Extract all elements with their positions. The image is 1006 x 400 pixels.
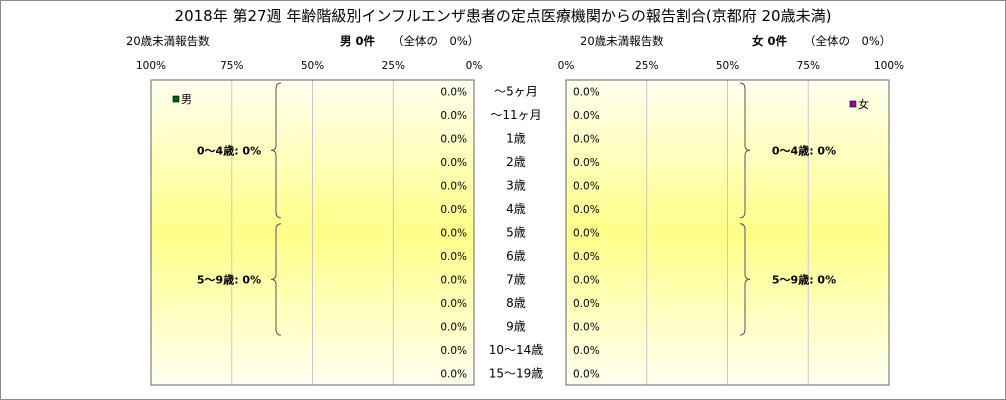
age-category-label: 2歳 xyxy=(506,155,526,169)
male-axis-tick-label: 50% xyxy=(301,60,324,72)
age-category-label: 9歳 xyxy=(506,319,526,333)
age-category-label: 6歳 xyxy=(506,249,526,263)
male-plot-border xyxy=(150,79,475,386)
female-value-label: 0.0% xyxy=(573,228,600,240)
right-caption: 20歳未満報告数 xyxy=(580,34,664,48)
male-age-group-brace xyxy=(270,82,282,219)
male-age-group-label: 0～4歳: 0% xyxy=(197,143,261,157)
age-category-label: 10～14歳 xyxy=(489,343,544,357)
male-age-group-brace xyxy=(270,223,282,336)
male-value-label: 0.0% xyxy=(440,204,467,216)
age-category-label: 1歳 xyxy=(506,132,526,146)
right-sex-count: 女 0件 xyxy=(752,34,788,48)
female-age-group-brace xyxy=(739,223,751,336)
chart-title: 2018年 第27週 年齢階級別インフルエンザ患者の定点医療機関からの報告割合(… xyxy=(175,7,832,25)
male-axis-tick-label: 100% xyxy=(136,60,166,72)
male-value-label: 0.0% xyxy=(440,298,467,310)
male-legend-swatch xyxy=(172,95,180,103)
female-axis-tick-label: 50% xyxy=(716,60,739,72)
female-value-label: 0.0% xyxy=(573,134,600,146)
female-value-label: 0.0% xyxy=(573,321,600,333)
female-value-label: 0.0% xyxy=(573,181,600,193)
female-age-group-label: 0～4歳: 0% xyxy=(772,143,836,157)
male-value-label: 0.0% xyxy=(440,251,467,263)
female-legend-label: 女 xyxy=(858,97,869,111)
male-value-label: 0.0% xyxy=(440,228,467,240)
age-category-label: 15～19歳 xyxy=(489,366,544,380)
age-groups: 0～4歳: 0% 0～4歳: 0% 5～9歳: 0% 5～9歳: 0% xyxy=(197,82,836,336)
female-axis-tick-label: 25% xyxy=(635,60,658,72)
age-labels: ～5ヶ月 ～11ヶ月 1歳 2歳 3歳 4歳 5歳 6歳 7歳 8歳 9歳 10～14歳 15～19歳 xyxy=(489,85,544,381)
female-value-label: 0.0% xyxy=(573,204,600,216)
male-value-label: 0.0% xyxy=(440,345,467,357)
male-value-label: 0.0% xyxy=(440,368,467,380)
left-sex-count: 男 0件 xyxy=(340,34,376,48)
male-legend-label: 男 xyxy=(181,93,192,106)
male-axis-tick-label: 0% xyxy=(466,60,483,72)
male-value-label: 0.0% xyxy=(440,110,467,122)
grid-lines xyxy=(231,80,809,385)
male-value-label: 0.0% xyxy=(440,181,467,193)
female-value-label: 0.0% xyxy=(573,345,600,357)
female-value-label: 0.0% xyxy=(573,110,600,122)
left-share: （全体の 0%） xyxy=(392,34,479,48)
value-labels: 0.0% 0.0% 0.0% 0.0% 0.0% 0.0% 0.0% 0.0% 0.0% 0.0%… xyxy=(440,87,599,381)
axis-ticks: 100% 0% 75% 25% 50% 50% 25% 75% 0% 100% xyxy=(136,60,904,72)
female-plot-border xyxy=(565,79,890,386)
age-category-label: 8歳 xyxy=(506,296,526,310)
age-category-label: ～11ヶ月 xyxy=(490,108,541,122)
age-category-label: 4歳 xyxy=(506,202,526,216)
left-caption: 20歳未満報告数 xyxy=(126,34,210,48)
female-axis-tick-label: 0% xyxy=(558,60,575,72)
age-category-label: 7歳 xyxy=(506,272,526,286)
female-legend-swatch xyxy=(849,100,857,108)
age-category-label: ～5ヶ月 xyxy=(494,85,538,99)
female-legend: 女 xyxy=(849,97,869,111)
female-axis-tick-label: 75% xyxy=(797,60,820,72)
female-age-group-brace xyxy=(739,82,751,219)
male-age-group-label: 5～9歳: 0% xyxy=(197,272,261,286)
age-category-label: 5歳 xyxy=(506,226,526,240)
male-legend: 男 xyxy=(172,93,192,106)
female-value-label: 0.0% xyxy=(573,368,600,380)
male-value-label: 0.0% xyxy=(440,321,467,333)
female-age-group-label: 5～9歳: 0% xyxy=(772,272,836,286)
female-value-label: 0.0% xyxy=(573,274,600,286)
male-value-label: 0.0% xyxy=(440,274,467,286)
male-value-label: 0.0% xyxy=(440,157,467,169)
female-value-label: 0.0% xyxy=(573,87,600,99)
female-value-label: 0.0% xyxy=(573,298,600,310)
female-value-label: 0.0% xyxy=(573,251,600,263)
right-share: （全体の 0%） xyxy=(804,34,891,48)
male-axis-tick-label: 25% xyxy=(382,60,405,72)
male-value-label: 0.0% xyxy=(440,87,467,99)
female-axis-tick-label: 100% xyxy=(874,60,904,72)
male-axis-tick-label: 75% xyxy=(220,60,243,72)
male-value-label: 0.0% xyxy=(440,134,467,146)
age-category-label: 3歳 xyxy=(506,179,526,193)
female-value-label: 0.0% xyxy=(573,157,600,169)
